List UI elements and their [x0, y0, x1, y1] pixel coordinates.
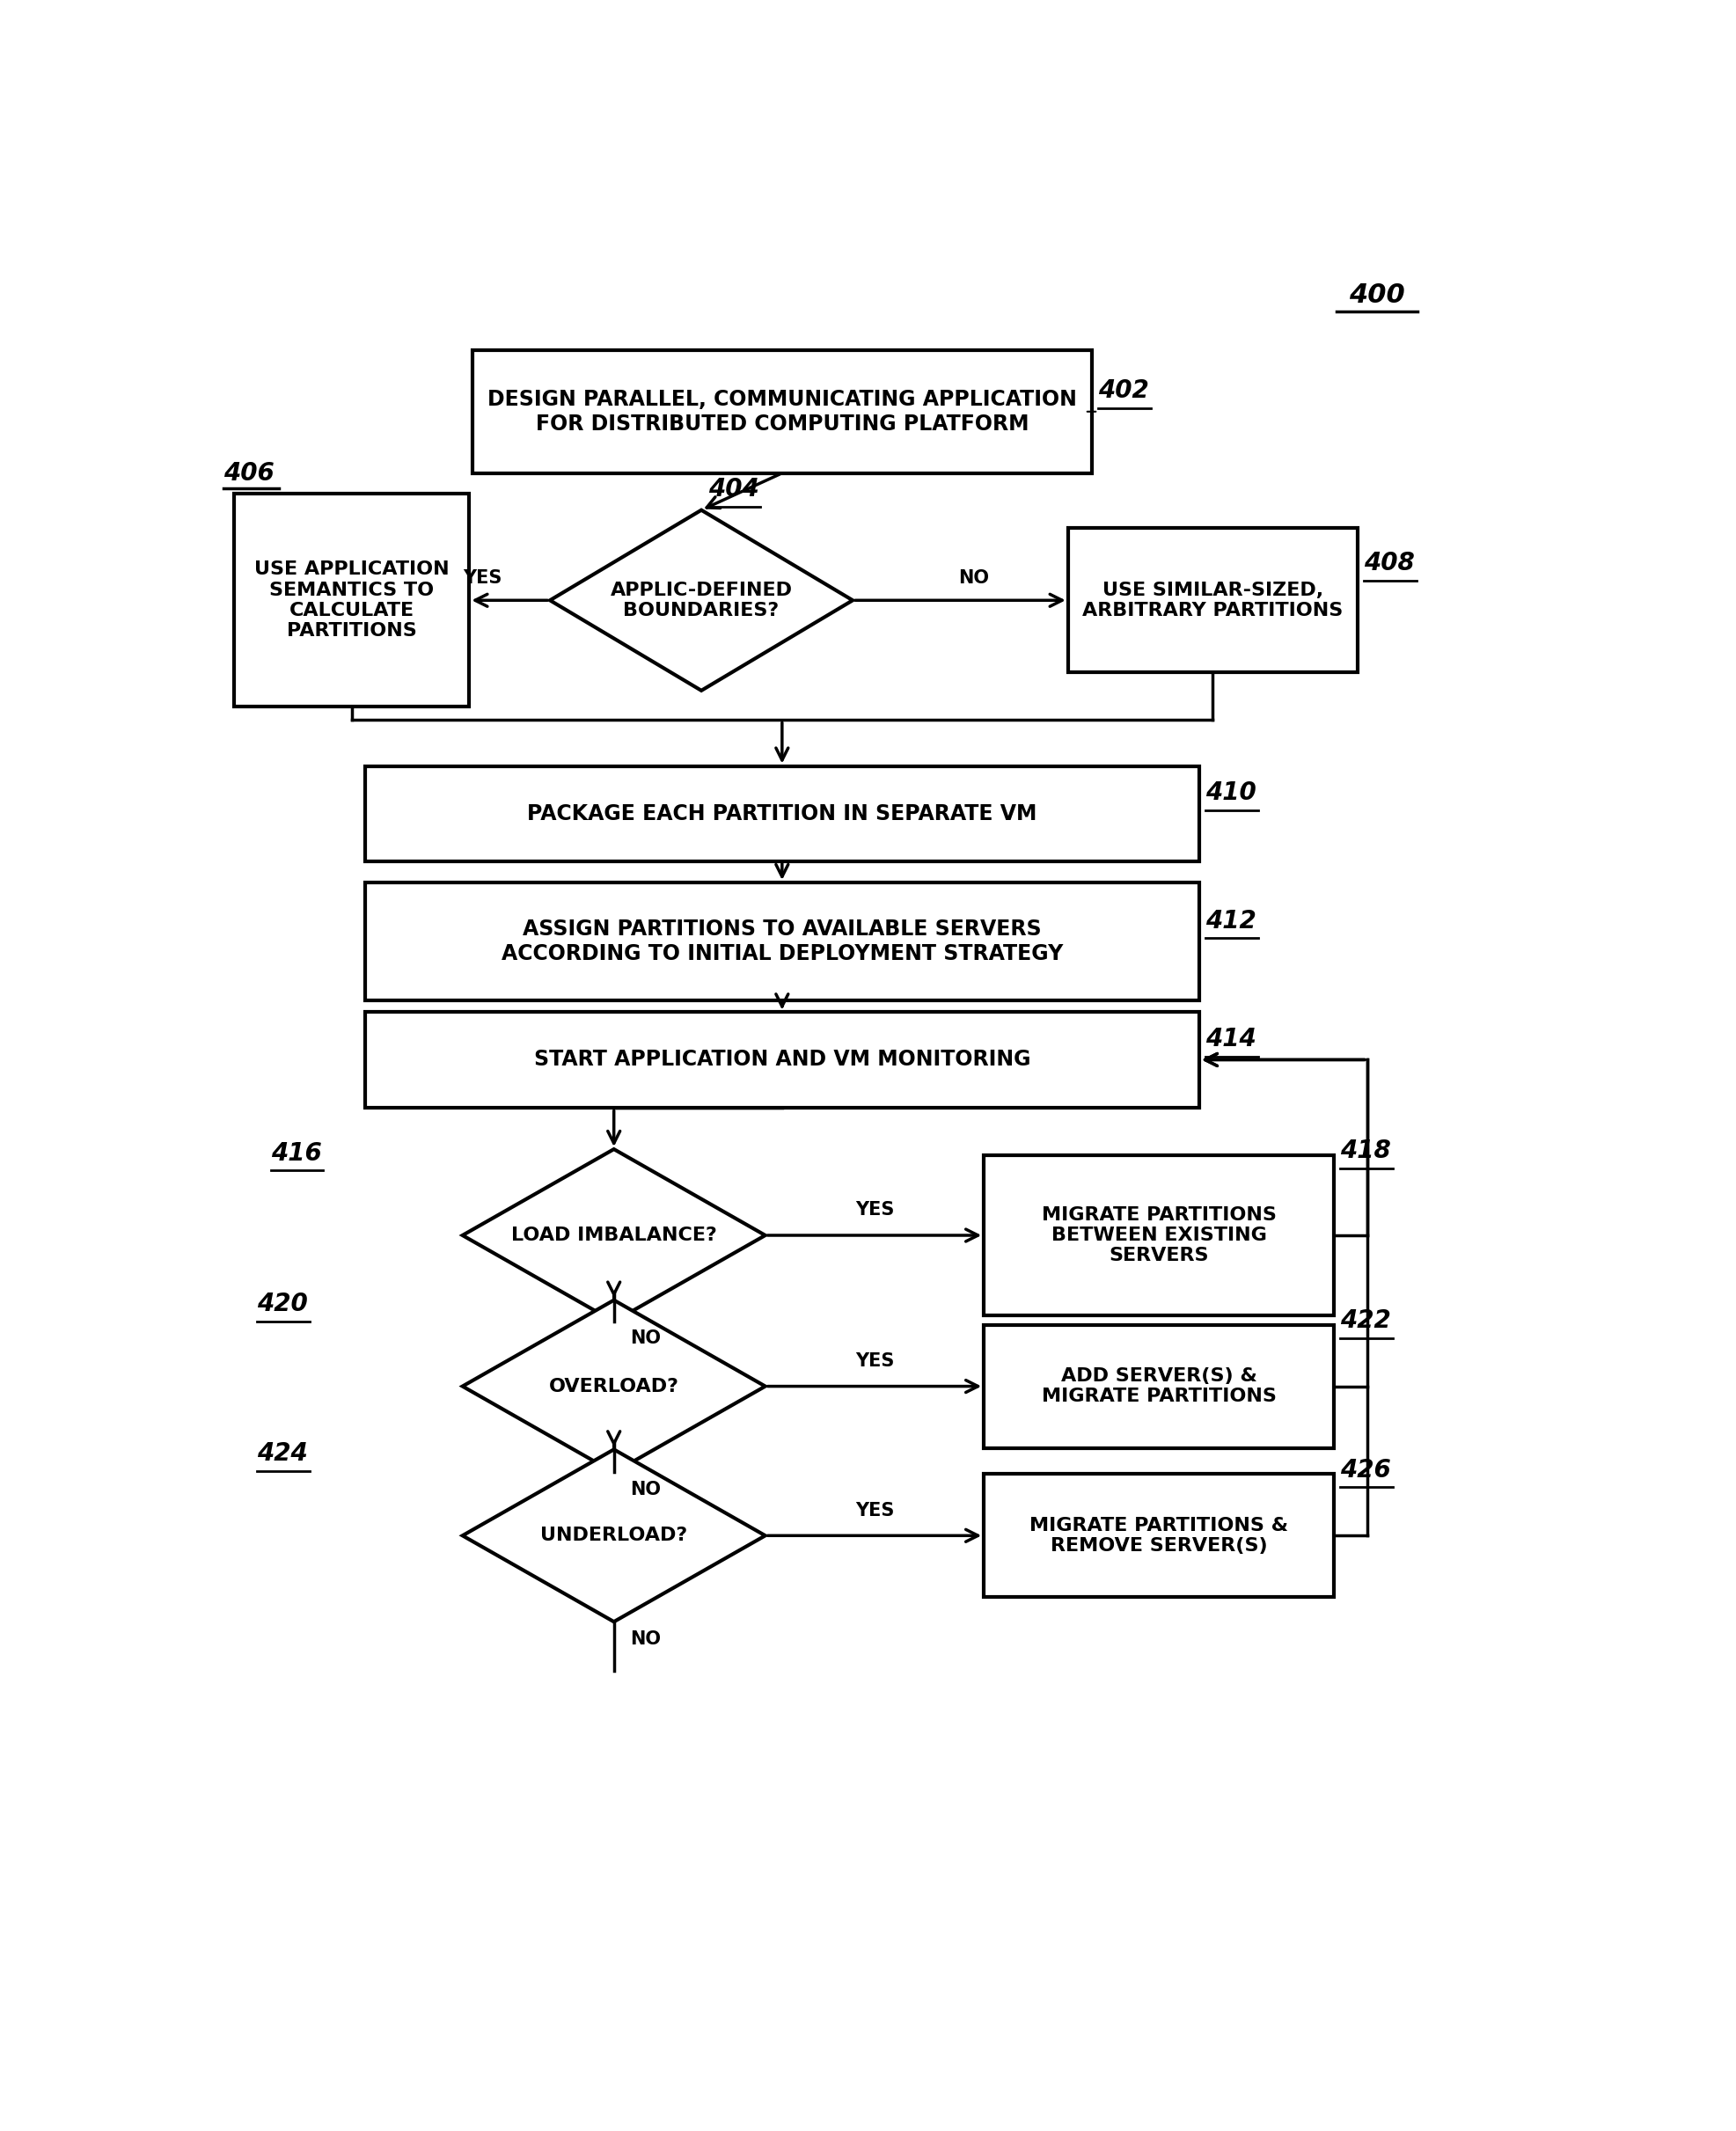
Polygon shape — [462, 1149, 766, 1321]
Text: ADD SERVER(S) &
MIGRATE PARTITIONS: ADD SERVER(S) & MIGRATE PARTITIONS — [1042, 1368, 1276, 1404]
Text: YES: YES — [856, 1502, 894, 1519]
Text: 400: 400 — [1349, 283, 1404, 309]
Text: 416: 416 — [271, 1140, 321, 1166]
Text: APPLIC-DEFINED
BOUNDARIES?: APPLIC-DEFINED BOUNDARIES? — [611, 582, 792, 620]
FancyBboxPatch shape — [984, 1475, 1333, 1596]
Text: 402: 402 — [1099, 379, 1149, 403]
Text: NO: NO — [630, 1330, 661, 1347]
FancyBboxPatch shape — [365, 882, 1200, 1002]
Text: 418: 418 — [1340, 1138, 1391, 1164]
FancyBboxPatch shape — [234, 494, 469, 707]
Text: NO: NO — [630, 1481, 661, 1498]
Text: YES: YES — [856, 1202, 894, 1219]
Text: 412: 412 — [1207, 908, 1257, 933]
Text: UNDERLOAD?: UNDERLOAD? — [540, 1526, 687, 1545]
FancyBboxPatch shape — [984, 1325, 1333, 1447]
FancyBboxPatch shape — [1068, 528, 1358, 673]
Text: 414: 414 — [1207, 1027, 1257, 1051]
Text: 422: 422 — [1340, 1308, 1391, 1334]
FancyBboxPatch shape — [365, 1012, 1200, 1108]
Text: USE SIMILAR-SIZED,
ARBITRARY PARTITIONS: USE SIMILAR-SIZED, ARBITRARY PARTITIONS — [1082, 582, 1344, 620]
Text: 426: 426 — [1340, 1458, 1391, 1483]
FancyBboxPatch shape — [984, 1155, 1333, 1315]
Text: OVERLOAD?: OVERLOAD? — [549, 1377, 679, 1396]
Text: 424: 424 — [257, 1441, 309, 1466]
Text: NO: NO — [630, 1630, 661, 1647]
Text: 404: 404 — [708, 477, 759, 501]
FancyBboxPatch shape — [472, 349, 1092, 473]
Text: 410: 410 — [1207, 780, 1257, 806]
Text: NO: NO — [958, 569, 990, 588]
Text: 408: 408 — [1364, 552, 1415, 575]
Text: YES: YES — [856, 1353, 894, 1370]
Text: DESIGN PARALLEL, COMMUNICATING APPLICATION
FOR DISTRIBUTED COMPUTING PLATFORM: DESIGN PARALLEL, COMMUNICATING APPLICATI… — [488, 388, 1076, 435]
FancyBboxPatch shape — [365, 765, 1200, 861]
Text: START APPLICATION AND VM MONITORING: START APPLICATION AND VM MONITORING — [533, 1048, 1031, 1070]
Text: 420: 420 — [257, 1291, 309, 1317]
Polygon shape — [550, 509, 852, 690]
Polygon shape — [462, 1449, 766, 1622]
Text: PACKAGE EACH PARTITION IN SEPARATE VM: PACKAGE EACH PARTITION IN SEPARATE VM — [528, 803, 1036, 825]
Polygon shape — [462, 1300, 766, 1473]
Text: MIGRATE PARTITIONS &
REMOVE SERVER(S): MIGRATE PARTITIONS & REMOVE SERVER(S) — [1029, 1517, 1288, 1556]
Text: ASSIGN PARTITIONS TO AVAILABLE SERVERS
ACCORDING TO INITIAL DEPLOYMENT STRATEGY: ASSIGN PARTITIONS TO AVAILABLE SERVERS A… — [502, 918, 1062, 965]
Text: USE APPLICATION
SEMANTICS TO
CALCULATE
PARTITIONS: USE APPLICATION SEMANTICS TO CALCULATE P… — [253, 560, 450, 639]
Text: 406: 406 — [224, 460, 274, 486]
Text: LOAD IMBALANCE?: LOAD IMBALANCE? — [510, 1227, 717, 1245]
Text: YES: YES — [464, 569, 502, 588]
Text: MIGRATE PARTITIONS
BETWEEN EXISTING
SERVERS: MIGRATE PARTITIONS BETWEEN EXISTING SERV… — [1042, 1206, 1276, 1264]
